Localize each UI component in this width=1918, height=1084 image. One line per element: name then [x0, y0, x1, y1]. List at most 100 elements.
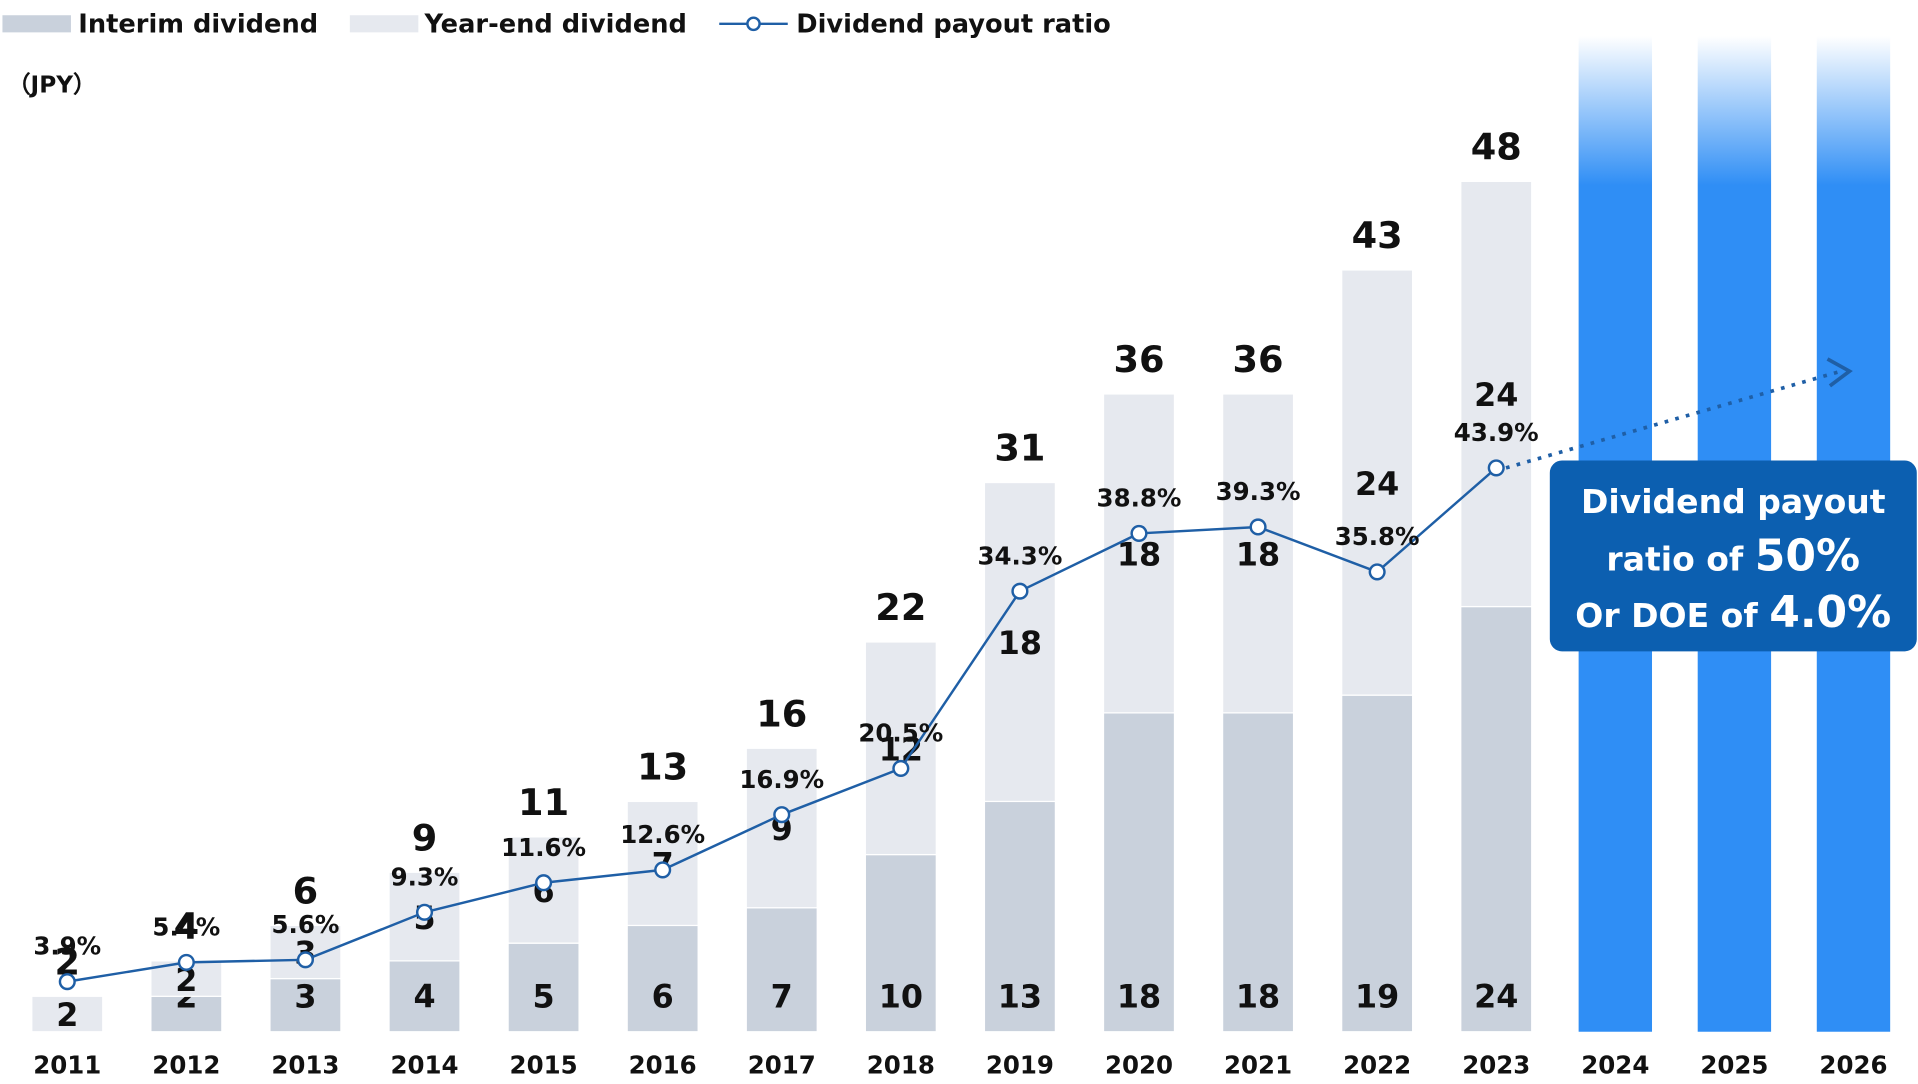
ratio-label: 16.9%	[739, 765, 824, 794]
bar-segment	[626, 924, 699, 1033]
bar-segment	[150, 995, 223, 1033]
total-label: 36	[1113, 338, 1164, 381]
ratio-label: 35.8%	[1335, 522, 1420, 551]
total-label: 43	[1352, 214, 1403, 257]
annotation-text: Dividend payout	[1581, 482, 1886, 521]
legend-swatch	[349, 15, 419, 33]
x-tick-label: 2025	[1700, 1050, 1768, 1079]
ratio-label: 3.9%	[33, 932, 101, 961]
ratio-point	[892, 759, 910, 777]
annotation-part: Or DOE of	[1575, 596, 1769, 635]
bar-value-label: 10	[879, 978, 923, 1015]
x-tick-label: 2022	[1343, 1050, 1411, 1079]
bar-value-label: 18	[1236, 537, 1280, 574]
unit-label: （JPY）	[7, 71, 96, 98]
legend-label: Dividend payout ratio	[796, 9, 1110, 39]
bar-segment	[31, 995, 104, 1033]
legend-label: Interim dividend	[78, 9, 318, 39]
ratio-point	[1011, 582, 1029, 600]
ratio-label: 5.4%	[152, 912, 220, 941]
total-label: 31	[994, 427, 1045, 470]
bar-value-label: 24	[1474, 377, 1518, 414]
total-label: 9	[412, 816, 438, 859]
ratio-point	[1368, 563, 1386, 581]
bar-value-label: 18	[998, 625, 1042, 662]
bar-segment	[269, 977, 342, 1033]
x-tick-label: 2019	[986, 1050, 1054, 1079]
bar-value-label: 24	[1355, 466, 1399, 503]
bar-segment	[1102, 393, 1176, 714]
total-label: 6	[293, 869, 319, 912]
bar-segment	[1341, 269, 1414, 696]
ratio-point	[654, 861, 672, 879]
annotation-box	[1549, 460, 1917, 652]
ratio-point	[1487, 459, 1505, 477]
bar-value-label: 19	[1355, 978, 1399, 1015]
bar-segment	[1341, 694, 1414, 1033]
bar-value-label: 13	[998, 978, 1042, 1015]
ratio-point	[535, 874, 553, 892]
x-tick-label: 2014	[390, 1050, 458, 1079]
ratio-label: 5.6%	[272, 910, 340, 939]
bar-value-label: 6	[652, 978, 674, 1015]
bar-segment	[745, 907, 818, 1033]
bar-segment	[1102, 712, 1176, 1033]
bar-segment	[1221, 712, 1295, 1033]
ratio-point	[296, 951, 314, 969]
bar-segment	[864, 853, 937, 1033]
bar-value-label: 24	[1474, 978, 1518, 1015]
total-label: 4	[174, 905, 200, 948]
bar-value-label: 18	[1117, 537, 1161, 574]
total-label: 11	[518, 781, 569, 824]
bar-segment	[983, 800, 1057, 1033]
ratio-point	[177, 953, 195, 971]
x-tick-label: 2023	[1462, 1050, 1530, 1079]
x-tick-label: 2012	[152, 1050, 220, 1079]
annotation-part: Dividend payout	[1581, 482, 1886, 521]
ratio-point	[415, 903, 434, 921]
annotation-text: ratio of 50%	[1606, 531, 1860, 582]
bar-segment	[1221, 393, 1295, 714]
x-tick-label: 2020	[1105, 1050, 1173, 1079]
x-tick-label: 2013	[271, 1050, 339, 1079]
ratio-label: 9.3%	[391, 862, 459, 891]
x-tick-label: 2018	[867, 1050, 935, 1079]
ratio-label: 38.8%	[1097, 483, 1182, 512]
total-label: 22	[875, 586, 926, 629]
x-tick-label: 2016	[629, 1050, 697, 1079]
bar-segment	[864, 641, 937, 856]
bar-segment	[507, 942, 580, 1033]
annotation-text: Or DOE of 4.0%	[1575, 587, 1891, 638]
legend-swatch	[2, 15, 71, 33]
x-tick-label: 2017	[748, 1050, 816, 1079]
ratio-label: 11.6%	[501, 833, 586, 862]
total-label: 48	[1471, 125, 1522, 168]
annotation-part: ratio of	[1606, 540, 1754, 579]
ratio-label: 34.3%	[977, 541, 1062, 570]
bar-segment	[388, 960, 461, 1033]
bar-value-label: 18	[1117, 978, 1161, 1015]
ratio-label: 20.5%	[858, 719, 943, 748]
bar-value-label: 18	[1236, 978, 1280, 1015]
bar-value-label: 3	[294, 978, 316, 1015]
ratio-point	[773, 806, 791, 824]
bar-value-label: 4	[413, 978, 435, 1015]
annotation-part: 50%	[1755, 531, 1860, 582]
total-label: 16	[756, 692, 807, 735]
legend-label: Year-end dividend	[423, 9, 686, 39]
ratio-label: 43.9%	[1454, 418, 1539, 447]
total-label: 13	[637, 745, 688, 788]
ratio-label: 12.6%	[620, 820, 705, 849]
x-tick-label: 2015	[510, 1050, 578, 1079]
ratio-point	[1249, 518, 1267, 536]
bar-value-label: 7	[771, 978, 793, 1015]
x-tick-label: 2011	[33, 1050, 101, 1079]
legend-swatch	[746, 16, 761, 32]
annotation-part: 4.0%	[1769, 587, 1891, 638]
total-label: 36	[1233, 338, 1284, 381]
bar-segment	[1460, 605, 1533, 1033]
bar-value-label: 5	[533, 978, 555, 1015]
x-tick-label: 2026	[1819, 1050, 1887, 1079]
